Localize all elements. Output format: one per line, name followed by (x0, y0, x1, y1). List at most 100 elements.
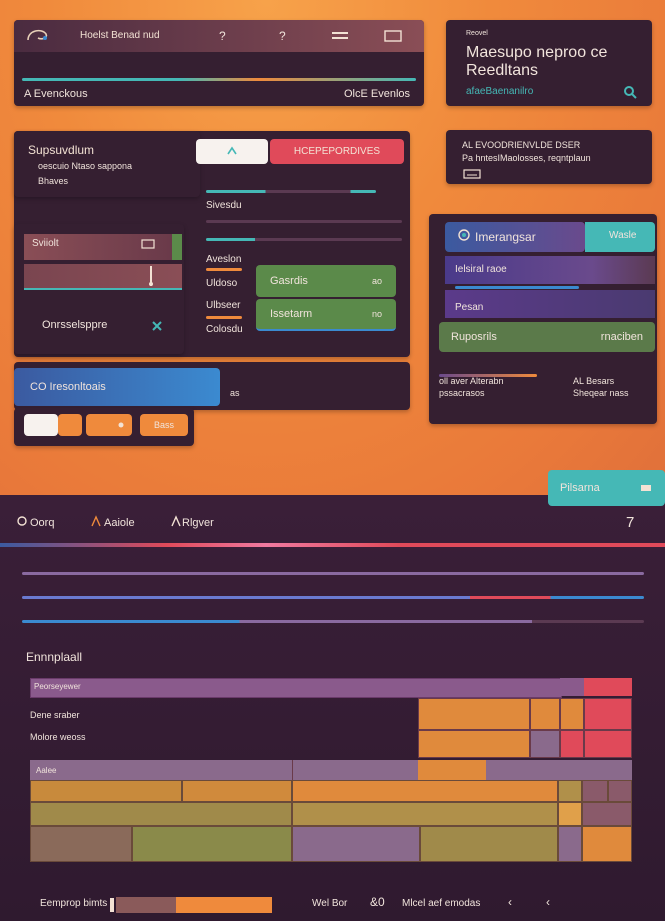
tab-badge-label: Pilsarna (560, 482, 600, 494)
table-row-2-cell-1[interactable] (418, 730, 530, 758)
side-card-line2: Pa hntesIMaolosses, reqntplaun (462, 153, 591, 163)
footer-glyph-b[interactable]: ‹ (546, 895, 550, 909)
footer-progress-1[interactable] (116, 897, 176, 913)
info-kicker: Reovel (466, 30, 488, 37)
menu-icon[interactable] (332, 29, 348, 43)
green-button-1[interactable]: Gasrdis ao (256, 265, 396, 297)
table-row-3-cell-6[interactable] (608, 780, 632, 802)
table-row-5-cell-3[interactable] (292, 826, 420, 862)
filter-bar-3[interactable] (22, 620, 644, 623)
table-header-cell-a (560, 678, 584, 696)
table-row-5-cell-5[interactable] (558, 826, 582, 862)
lang-panel: Imerangsar Wasle Ielsiral raoe Pesan Rup… (429, 214, 657, 424)
table-row-5-cell-2[interactable] (132, 826, 292, 862)
settings-line2: Bhaves (38, 176, 69, 186)
green-button-2-label: Issetarm (270, 308, 313, 320)
table-section-cell-1 (292, 760, 419, 780)
table-row-2-label: Molore weoss (30, 732, 86, 742)
footer-progress-2[interactable] (176, 897, 272, 913)
table-row-1-cell-3[interactable] (560, 698, 584, 730)
primary-red-button[interactable]: HCEPEPORDIVES (270, 139, 404, 164)
toolbar-divider (0, 543, 665, 547)
table-row-1-cell-2[interactable] (530, 698, 560, 730)
table-row-2-cell-2[interactable] (530, 730, 560, 758)
left-small-footer: Onrsselsppre (42, 319, 108, 331)
field-underline (206, 316, 242, 319)
table-row-3-cell-5[interactable] (582, 780, 608, 802)
table-row-1-cell-4[interactable] (584, 698, 632, 730)
white-button[interactable] (24, 414, 58, 436)
table-section-label: Aalee (36, 766, 57, 775)
toolbar-item-2[interactable]: Aaiole (104, 517, 135, 529)
table-row-3-cell-3[interactable] (292, 780, 558, 802)
toolbar-user-icon[interactable] (170, 514, 182, 528)
card-icon[interactable] (140, 238, 156, 250)
table-row-4-cell-4[interactable] (582, 802, 632, 826)
blue-panel-button[interactable]: CO Iresonltoais (14, 368, 220, 406)
keyboard-icon[interactable] (462, 168, 482, 180)
control-question-1[interactable]: ? (219, 29, 226, 43)
lang-green-button[interactable]: Ruposrils rnaciben (439, 322, 655, 352)
lang-item-3[interactable] (445, 290, 655, 318)
table-row-1-label: Dene sraber (30, 710, 80, 720)
orange-button-1[interactable] (58, 414, 82, 436)
slider-handle-icon[interactable] (144, 266, 158, 286)
table-row-3-cell-4[interactable] (558, 780, 582, 802)
table-row-4-cell-2[interactable] (292, 802, 558, 826)
globe-icon (457, 228, 471, 242)
filter-bar-2[interactable] (22, 596, 644, 599)
table-header-cell-b (584, 678, 608, 696)
info-link[interactable]: afaeBaenanilro (466, 86, 534, 97)
green-button-1-value: ao (371, 276, 382, 286)
left-small-header[interactable] (24, 234, 182, 260)
table-row-2-cell-4[interactable] (584, 730, 632, 758)
footer-glyph-a[interactable]: ‹ (508, 895, 512, 909)
orange-button-2[interactable] (86, 414, 132, 436)
page-number: 7 (626, 514, 635, 531)
lang-item-2[interactable] (445, 256, 655, 284)
left-small-row[interactable] (24, 264, 182, 290)
toolbar-home-icon[interactable] (16, 514, 28, 528)
tab-badge[interactable]: Pilsarna (548, 470, 665, 506)
settings-header-block: Supsuvdlum oescuio Ntaso sappona Bhaves (14, 131, 200, 197)
table-row-4-cell-3[interactable] (558, 802, 582, 826)
progress-track (22, 78, 416, 81)
top-panel: Hoelst Benad nud ? ? A Evenckous OlcE Ev… (14, 20, 424, 106)
control-question-2[interactable]: ? (279, 29, 286, 43)
lang-green-button-label: Ruposrils (451, 331, 497, 343)
orange-button-3[interactable]: Bass (140, 414, 188, 436)
table-row-4-cell-1[interactable] (30, 802, 292, 826)
table-row-5-cell-6[interactable] (582, 826, 632, 862)
section-underline (206, 268, 242, 271)
settings-title: Supsuvdlum (28, 143, 95, 157)
table-row-3-cell-2[interactable] (182, 780, 292, 802)
slider-label-1: Sivesdu (206, 200, 242, 211)
slider-track-1[interactable] (206, 190, 376, 193)
white-toggle-button[interactable] (196, 139, 268, 164)
table-header-cell-c (608, 678, 632, 696)
blue-panel-side-value: as (230, 388, 240, 398)
table-row-5-cell-4[interactable] (420, 826, 558, 862)
slider-track-2[interactable] (206, 220, 402, 223)
status-left: A Evenckous (24, 88, 88, 100)
toolbar-item-1[interactable]: Oorq (30, 517, 55, 529)
footer-left-label: Eemprop bimts (40, 898, 108, 909)
search-icon[interactable] (622, 84, 638, 100)
window-icon[interactable] (384, 29, 402, 43)
lang-foot-right-1: AL Besars (573, 376, 615, 386)
left-small-panel: Sviiolt Onrsselsppre (14, 224, 184, 354)
lang-item-2-bar (455, 286, 579, 289)
slider-track-3[interactable] (206, 238, 402, 241)
lang-badge[interactable] (585, 222, 655, 252)
table-row-5-cell-1[interactable] (30, 826, 132, 862)
table-row-3-cell-1[interactable] (30, 780, 182, 802)
field-label-1: Uldoso (206, 278, 238, 289)
toolbar-person-icon[interactable] (90, 514, 102, 528)
filter-bar-1[interactable] (22, 572, 644, 575)
lang-foot-bar (439, 374, 537, 377)
table-row-1-cell-1[interactable] (418, 698, 530, 730)
table-row-2-cell-3[interactable] (560, 730, 584, 758)
close-icon[interactable] (150, 319, 164, 333)
green-button-2[interactable]: Issetarm no (256, 299, 396, 331)
toolbar-item-3[interactable]: Rlgver (182, 517, 214, 529)
